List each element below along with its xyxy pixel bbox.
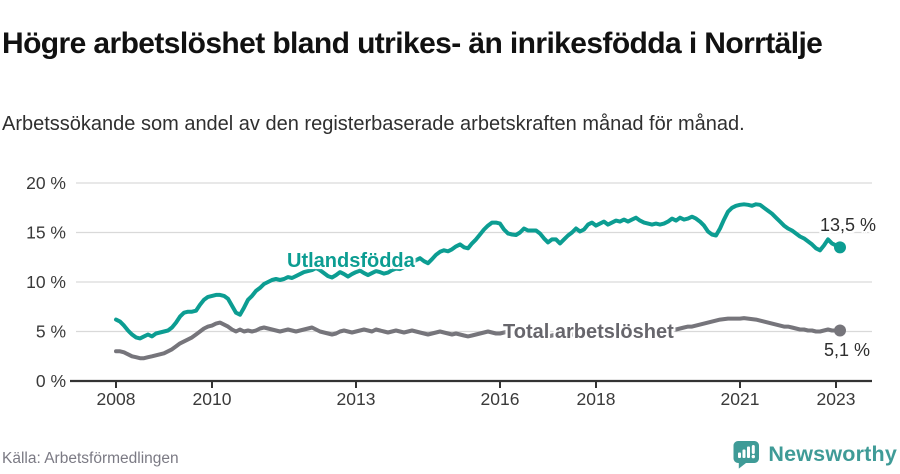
svg-text:20 %: 20 % [26,173,66,193]
series-label-utlandsfodda: Utlandsfödda [287,250,415,272]
svg-text:2016: 2016 [481,389,520,409]
newsworthy-logo-icon [732,440,760,469]
series-label-total: Total arbetslöshet [503,321,674,343]
brand-name: Newsworthy [768,442,897,466]
svg-text:5 %: 5 % [36,322,66,342]
svg-text:2018: 2018 [577,389,616,409]
end-value-label-utlandsfodda: 13,5 % [819,215,876,235]
newsworthy-brand: Newsworthy [732,440,897,469]
svg-text:2021: 2021 [721,389,760,409]
svg-text:15 %: 15 % [26,223,66,243]
svg-text:2023: 2023 [817,389,856,409]
svg-text:2013: 2013 [337,389,376,409]
svg-text:0 %: 0 % [36,371,66,391]
svg-text:2010: 2010 [193,389,232,409]
source-attribution: Källa: Arbetsförmedlingen [2,450,179,467]
chart-subtitle: Arbetssökande som andel av den registerb… [2,113,745,135]
end-value-label-total: 5,1 % [823,340,870,360]
chart-title: Högre arbetslöshet bland utrikes- än inr… [2,27,823,61]
svg-text:10 %: 10 % [26,272,66,292]
svg-text:2008: 2008 [97,389,136,409]
